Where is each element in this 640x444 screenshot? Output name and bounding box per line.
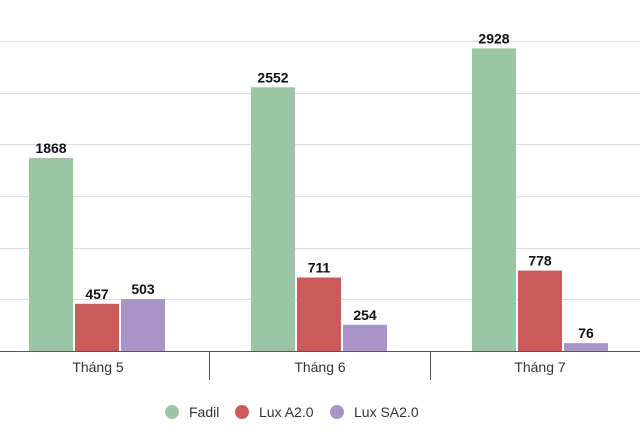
- legend-label-lux-sa2-0: Lux SA2.0: [354, 404, 419, 420]
- bar-lux-a2-0-thang-5: [75, 303, 119, 351]
- data-label-lux-a2-0-thang-6: 711: [308, 260, 331, 276]
- x-tick-label-thang-5: Tháng 5: [72, 359, 124, 375]
- data-label-fadil-thang-7: 2928: [478, 30, 509, 46]
- legend-swatch-lux-sa2-0: [330, 405, 344, 419]
- x-axis: Tháng 5 Tháng 6 Tháng 7: [0, 351, 640, 380]
- data-label-fadil-thang-6: 2552: [257, 69, 288, 85]
- bar-fadil-thang-7: [472, 48, 516, 351]
- legend-label-fadil: Fadil: [189, 404, 219, 420]
- bar-fadil-thang-5: [29, 157, 73, 351]
- data-label-lux-sa2-0-thang-7: 76: [578, 325, 594, 341]
- data-label-lux-sa2-0-thang-5: 503: [131, 281, 155, 297]
- bar-lux-sa2-0-thang-6: [343, 324, 387, 351]
- bar-lux-sa2-0-thang-5: [121, 299, 165, 351]
- x-tick-label-thang-7: Tháng 7: [514, 359, 566, 375]
- legend: Fadil Lux A2.0 Lux SA2.0: [165, 404, 419, 420]
- data-label-lux-a2-0-thang-5: 457: [85, 286, 109, 302]
- bar-lux-sa2-0-thang-7: [564, 343, 608, 351]
- legend-swatch-lux-a2-0: [235, 405, 249, 419]
- data-label-fadil-thang-5: 1868: [35, 140, 66, 156]
- data-labels: 1868 457 503 2552 711 254 2928 778 76: [35, 30, 594, 341]
- legend-label-lux-a2-0: Lux A2.0: [259, 404, 314, 420]
- bar-lux-a2-0-thang-6: [297, 277, 341, 351]
- data-label-lux-sa2-0-thang-6: 254: [353, 307, 377, 323]
- bar-fadil-thang-6: [251, 87, 295, 351]
- bar-lux-a2-0-thang-7: [518, 270, 562, 351]
- x-tick-label-thang-6: Tháng 6: [294, 359, 346, 375]
- bars: [29, 48, 608, 351]
- data-label-lux-a2-0-thang-7: 778: [528, 253, 552, 269]
- legend-swatch-fadil: [165, 405, 179, 419]
